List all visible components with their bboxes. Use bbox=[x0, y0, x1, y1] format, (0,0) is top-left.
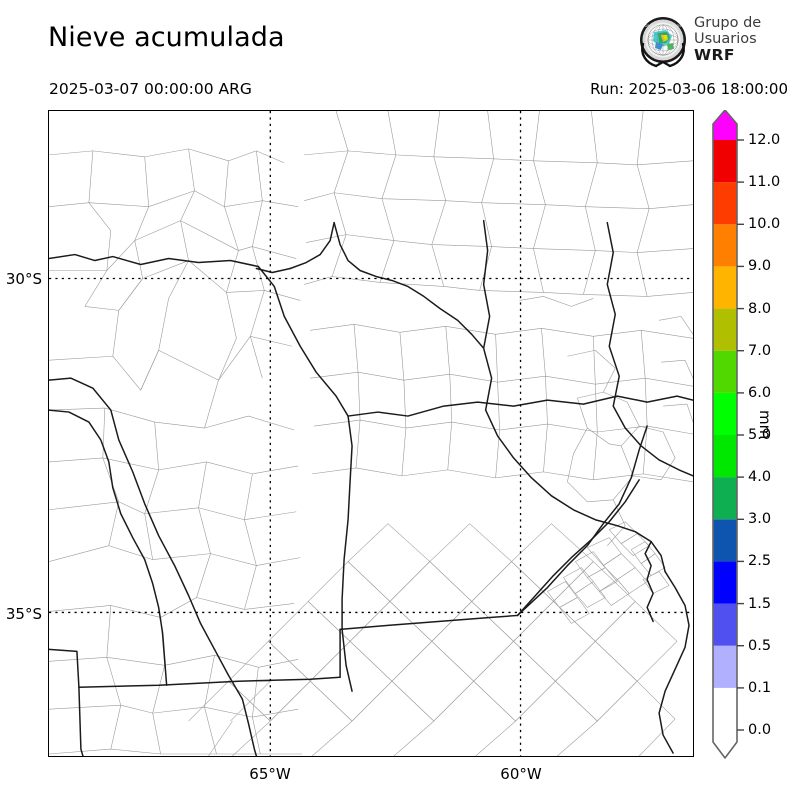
y-axis-tick-35S: 35°S bbox=[5, 605, 42, 623]
colorbar-tick-1p5: 1.5 bbox=[748, 596, 772, 612]
colorbar-unit-label: mm bbox=[756, 410, 774, 440]
colorbar-tick-0p1: 0.1 bbox=[748, 680, 772, 696]
colorbar-tick-5: 5.0 bbox=[748, 427, 772, 443]
colorbar-tick-2p5: 2.5 bbox=[748, 553, 772, 569]
logo-line-1: Grupo de bbox=[694, 15, 762, 31]
brand-logo: GRUPO DE USUARIOS Grupo de Usuarios WRF bbox=[636, 12, 796, 70]
logo-text-block: Grupo de Usuarios WRF bbox=[694, 15, 761, 63]
colorbar-tick-11: 11.0 bbox=[748, 174, 781, 190]
colorbar-tick-12: 12.0 bbox=[748, 132, 781, 148]
colorbar-tick-7: 7.0 bbox=[748, 343, 772, 359]
map-geometry bbox=[49, 111, 693, 756]
logo-line-3: WRF bbox=[694, 46, 735, 64]
colorbar-tick-9: 9.0 bbox=[748, 258, 772, 274]
valid-time-label: 2025-03-07 00:00:00 ARG bbox=[49, 80, 252, 98]
globe-emblem-icon: GRUPO DE USUARIOS bbox=[640, 17, 686, 68]
colorbar-tick-0: 0.0 bbox=[748, 722, 772, 738]
y-axis-tick-30S: 30°S bbox=[5, 270, 42, 288]
x-axis-tick-60W: 60°W bbox=[500, 765, 542, 783]
colorbar-gradient bbox=[712, 110, 744, 759]
logo-line-2: Usuarios bbox=[694, 31, 757, 47]
page-title: Nieve acumulada bbox=[48, 22, 285, 53]
colorbar-tick-0p5: 0.5 bbox=[748, 638, 772, 654]
colorbar-tick-10: 10.0 bbox=[748, 216, 781, 232]
run-time-label: Run: 2025-03-06 18:00:00 bbox=[590, 80, 788, 98]
colorbar-tick-4: 4.0 bbox=[748, 469, 772, 485]
svg-text:GRUPO DE USUARIOS: GRUPO DE USUARIOS bbox=[645, 24, 682, 28]
colorbar-tick-3: 3.0 bbox=[748, 511, 772, 527]
colorbar-tick-6: 6.0 bbox=[748, 385, 772, 401]
x-axis-tick-65W: 65°W bbox=[249, 765, 291, 783]
colorbar-tick-8: 8.0 bbox=[748, 301, 772, 317]
map-plot-area[interactable] bbox=[48, 110, 694, 757]
colorbar[interactable]: 12.0 11.0 10.0 9.0 8.0 7.0 6.0 5.0 4.0 3… bbox=[710, 110, 800, 760]
